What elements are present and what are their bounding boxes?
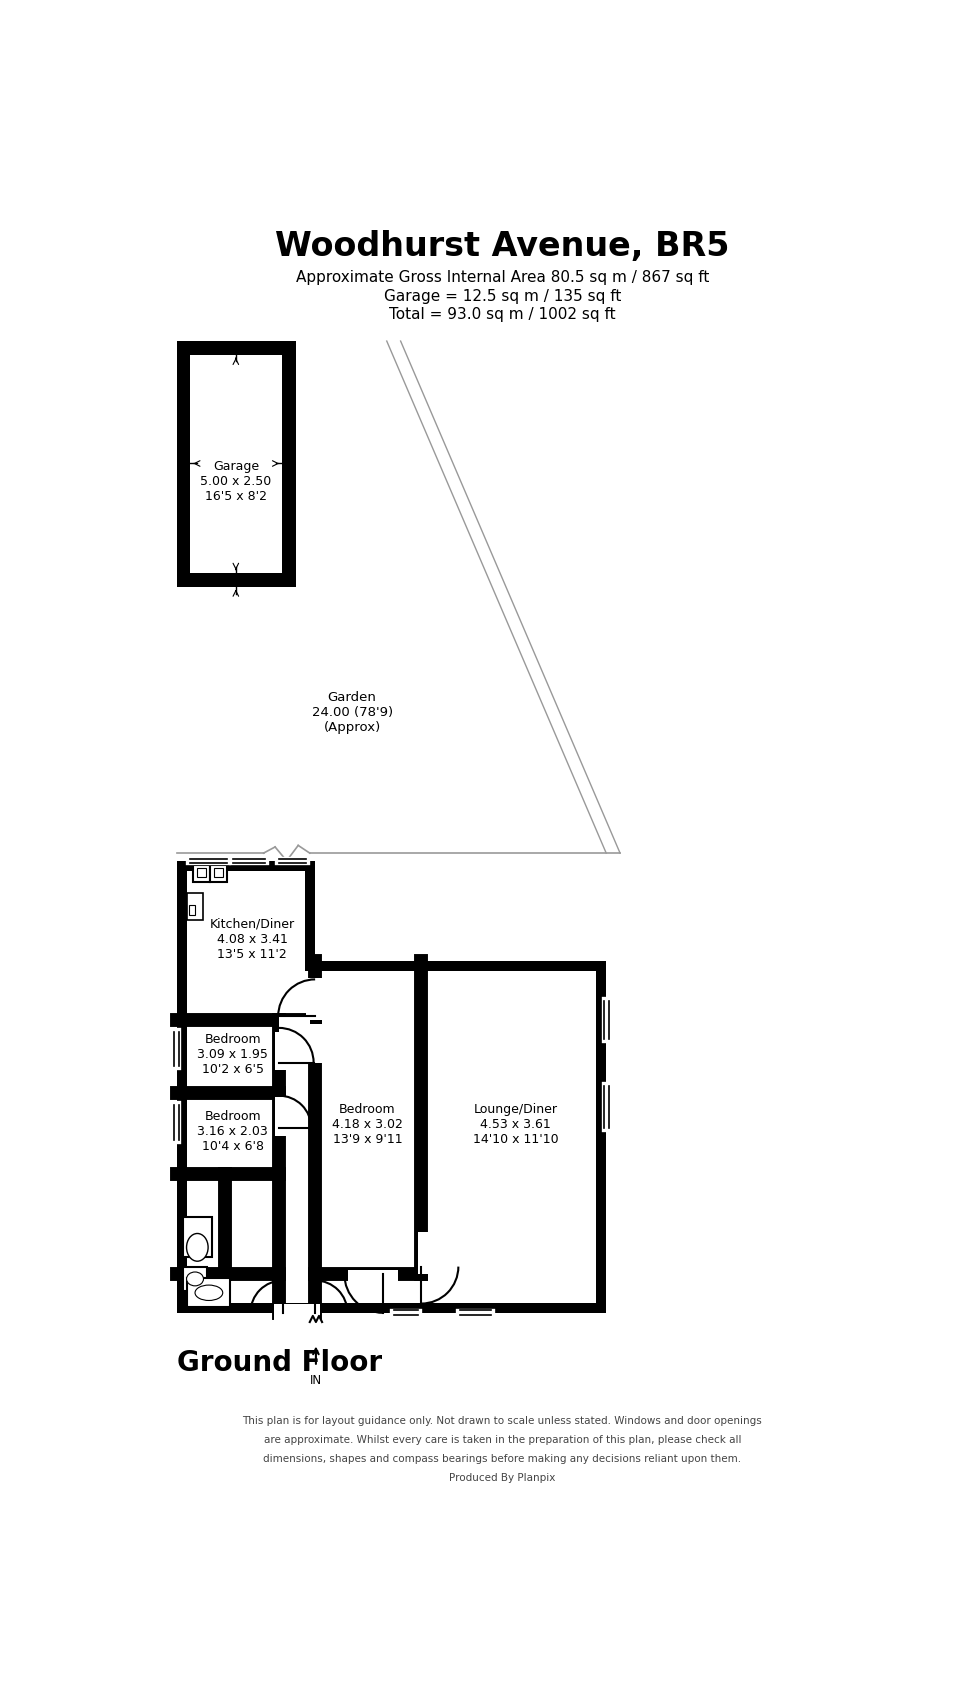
Bar xyxy=(275,1096,290,1136)
Text: Garage
5.00 x 2.50
16'5 x 8'2: Garage 5.00 x 2.50 16'5 x 8'2 xyxy=(200,459,271,503)
Text: Ground Floor: Ground Floor xyxy=(176,1348,381,1377)
Polygon shape xyxy=(186,870,596,1302)
Text: Woodhurst Avenue, BR5: Woodhurst Avenue, BR5 xyxy=(275,230,729,264)
Text: IN: IN xyxy=(310,1374,322,1387)
Bar xyxy=(214,867,222,877)
Bar xyxy=(306,1023,326,1062)
Ellipse shape xyxy=(186,1272,204,1285)
Bar xyxy=(273,1304,319,1324)
Bar xyxy=(186,892,204,920)
Bar xyxy=(189,904,195,916)
Text: This plan is for layout guidance only. Not drawn to scale unless stated. Windows: This plan is for layout guidance only. N… xyxy=(242,1416,762,1426)
Bar xyxy=(182,1217,212,1256)
Bar xyxy=(306,977,326,1020)
Bar xyxy=(210,865,226,882)
Text: Produced By Planpix: Produced By Planpix xyxy=(449,1474,556,1484)
Bar xyxy=(193,865,210,882)
Ellipse shape xyxy=(186,1234,208,1261)
Ellipse shape xyxy=(195,1285,222,1300)
Bar xyxy=(279,1017,310,1032)
Bar xyxy=(190,355,282,573)
Bar xyxy=(417,1232,433,1275)
Bar xyxy=(348,1270,398,1285)
Bar xyxy=(197,867,206,877)
Text: Bedroom
3.16 x 2.03
10'4 x 6'8: Bedroom 3.16 x 2.03 10'4 x 6'8 xyxy=(197,1110,269,1153)
Text: Bedroom
4.18 x 3.02
13'9 x 9'11: Bedroom 4.18 x 3.02 13'9 x 9'11 xyxy=(332,1103,403,1146)
Text: Approximate Gross Internal Area 80.5 sq m / 867 sq ft: Approximate Gross Internal Area 80.5 sq … xyxy=(296,270,709,284)
Text: dimensions, shapes and compass bearings before making any decisions reliant upon: dimensions, shapes and compass bearings … xyxy=(264,1454,741,1464)
Text: Total = 93.0 sq m / 1002 sq ft: Total = 93.0 sq m / 1002 sq ft xyxy=(389,306,615,321)
Polygon shape xyxy=(176,860,607,1312)
Bar xyxy=(186,1278,229,1307)
Bar xyxy=(275,1032,290,1071)
Text: Garden
24.00 (78'9)
(Approx): Garden 24.00 (78'9) (Approx) xyxy=(312,690,393,734)
Bar xyxy=(182,1266,208,1292)
Text: Garage = 12.5 sq m / 135 sq ft: Garage = 12.5 sq m / 135 sq ft xyxy=(383,289,621,304)
Text: Kitchen/Diner
4.08 x 3.41
13'5 x 11'2: Kitchen/Diner 4.08 x 3.41 13'5 x 11'2 xyxy=(210,918,295,960)
Text: are approximate. Whilst every care is taken in the preparation of this plan, ple: are approximate. Whilst every care is ta… xyxy=(264,1435,741,1445)
Text: Lounge/Diner
4.53 x 3.61
14'10 x 11'10: Lounge/Diner 4.53 x 3.61 14'10 x 11'10 xyxy=(472,1103,559,1146)
Bar xyxy=(176,342,296,586)
Text: Bedroom
3.09 x 1.95
10'2 x 6'5: Bedroom 3.09 x 1.95 10'2 x 6'5 xyxy=(197,1034,269,1076)
